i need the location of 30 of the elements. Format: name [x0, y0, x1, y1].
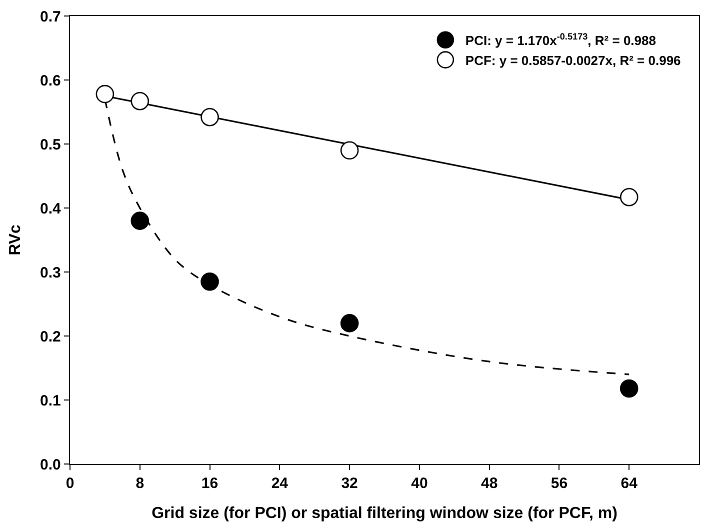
point — [200, 108, 219, 126]
y-tick-label: 0.7 — [40, 8, 61, 26]
x-tick-label: 16 — [201, 475, 218, 492]
y-tick-label: 0.2 — [40, 328, 61, 346]
point — [620, 379, 638, 398]
y-tick-label: 0.3 — [40, 264, 61, 282]
point — [200, 272, 219, 291]
point — [620, 188, 638, 206]
x-tick-label: 8 — [136, 475, 144, 492]
x-tick-label: 40 — [411, 475, 428, 492]
x-tick-label: 64 — [620, 475, 638, 492]
y-tick-label: 0.4 — [40, 200, 62, 218]
point — [130, 212, 150, 230]
legend-label: PCF: y = 0.5857-0.0027x, R² = 0.996 — [465, 52, 681, 68]
legend-label: PCI: y = 1.170x$^{-0.5173}$, R² = 0.988 — [465, 32, 656, 48]
text: 0.0 — [40, 456, 61, 474]
y-tick-label: 0.6 — [40, 72, 61, 90]
x-tick-label: 24 — [271, 475, 289, 492]
y-tick-label: 0.5 — [40, 136, 61, 154]
y-tick-label: 0.1 — [40, 392, 61, 410]
y-axis-title: RVc — [6, 224, 24, 256]
x-axis-title: Grid size (for PCI) or spatial filtering window size (for PCF, m) — [152, 504, 618, 522]
point — [130, 92, 150, 110]
point — [96, 84, 114, 104]
x-tick-label: 32 — [341, 475, 358, 492]
x-tick-label: 0 — [66, 475, 74, 492]
x-tick-label: 56 — [550, 475, 568, 492]
point — [340, 314, 359, 332]
x-tick-label: 48 — [480, 475, 498, 492]
point — [340, 141, 359, 160]
